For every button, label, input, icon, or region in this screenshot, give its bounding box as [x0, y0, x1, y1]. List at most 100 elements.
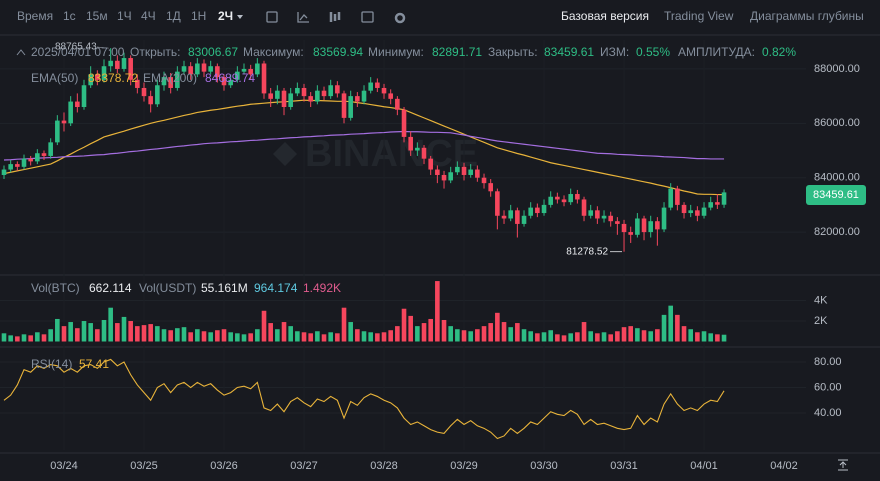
active-interval[interactable]: 2Ч: [218, 9, 233, 23]
interval[interactable]: 1с: [63, 9, 76, 23]
watermark: BINANCE: [305, 133, 478, 175]
volume-bar: [368, 332, 373, 342]
candle-body: [68, 101, 73, 124]
interval[interactable]: 1Д: [166, 9, 181, 23]
candle-body: [248, 68, 253, 75]
low-value: 82891.71: [432, 45, 482, 59]
candle-body: [55, 120, 60, 143]
amplitude-value: 0.82%: [762, 45, 796, 59]
volume-bar: [215, 330, 220, 342]
calendar-icon[interactable]: [266, 11, 278, 23]
candle-body: [441, 174, 447, 181]
volume-bar: [575, 332, 580, 342]
volume-bar: [55, 318, 60, 342]
y-tick-label: 40.00: [814, 407, 842, 419]
axis-settings-icon[interactable]: [838, 459, 848, 471]
candle-body: [428, 158, 433, 170]
last-price-tag: [806, 185, 866, 205]
volume-bar: [588, 331, 593, 342]
candle-body: [275, 90, 280, 99]
volume-bar: [1, 333, 7, 342]
change-label: ИЗМ:: [600, 45, 629, 59]
candle-body: [115, 60, 120, 69]
y-tick-label: 84000.00: [814, 172, 860, 184]
volume-bar: [508, 327, 513, 342]
candle-body: [668, 188, 673, 208]
volume-bar: [621, 327, 627, 342]
x-tick-label: 04/02: [770, 460, 798, 472]
candle-body: [88, 74, 93, 86]
candle-body: [195, 63, 200, 75]
low-label: Минимум:: [368, 45, 424, 59]
volume-bar: [148, 324, 153, 342]
ema50-name: EMA(50): [31, 71, 78, 85]
volume-bar: [81, 321, 87, 342]
view-tab[interactable]: Базовая версия: [561, 9, 649, 23]
volume-bar: [401, 308, 407, 342]
candle-body: [48, 142, 53, 156]
indicator-icon[interactable]: [297, 12, 309, 23]
candle-body: [468, 169, 473, 175]
candle-body: [268, 93, 273, 99]
candle-icon[interactable]: [329, 12, 341, 22]
volume-bar: [221, 329, 227, 342]
y-tick-label: 80.00: [814, 356, 842, 368]
candle-body: [148, 96, 153, 105]
volume-legend: 55.161M: [201, 281, 248, 295]
volume-bar: [188, 332, 193, 342]
candle-body: [588, 210, 593, 216]
volume-bar: [675, 314, 680, 342]
volume-bar: [261, 310, 267, 342]
view-tab[interactable]: Trading View: [664, 9, 734, 23]
candle-body: [508, 210, 513, 219]
volume-bar: [601, 332, 607, 342]
y-tick-label: 86000.00: [814, 117, 860, 129]
settings-icon[interactable]: [394, 12, 406, 24]
candle-body: [455, 166, 460, 173]
candle-body: [395, 98, 400, 110]
change-value: 0.55%: [636, 45, 670, 59]
candle-body: [721, 192, 727, 205]
interval[interactable]: 1Н: [191, 9, 206, 23]
volume-bar: [515, 323, 520, 342]
candle-body: [461, 166, 467, 175]
candle-body: [61, 120, 67, 124]
volume-legend: 1.492K: [303, 281, 341, 295]
volume-bar: [455, 329, 460, 342]
candle-body: [408, 136, 413, 151]
collapse-icon[interactable]: [16, 49, 26, 56]
candle-body: [448, 172, 453, 181]
candle-body: [108, 60, 113, 67]
candle-body: [621, 223, 627, 233]
candle-body: [535, 207, 540, 214]
interval[interactable]: 4Ч: [141, 9, 156, 23]
candle-body: [368, 82, 373, 91]
candle-body: [701, 207, 707, 216]
volume-bar: [141, 325, 147, 342]
interval[interactable]: Время: [17, 9, 53, 23]
interval[interactable]: 1Ч: [117, 9, 132, 23]
template-icon[interactable]: [361, 11, 374, 23]
x-tick-label: 03/27: [290, 460, 318, 472]
x-tick-label: 03/24: [50, 460, 78, 472]
volume-bar: [15, 336, 20, 342]
volume-bar: [228, 332, 233, 342]
y-tick-label: 60.00: [814, 381, 842, 393]
interval[interactable]: 15м: [86, 9, 108, 23]
candle-body: [235, 71, 240, 80]
volume-bar: [68, 322, 73, 342]
candle-body: [101, 66, 107, 80]
volume-bar: [41, 334, 47, 342]
volume-bar: [115, 323, 120, 342]
y-tick-label: 88000.00: [814, 63, 860, 75]
dropdown-caret[interactable]: [237, 15, 243, 19]
volume-bar: [208, 332, 213, 342]
candle-body: [608, 215, 613, 222]
volume-bar: [521, 329, 527, 342]
candle-body: [481, 177, 487, 184]
candle-body: [175, 71, 180, 88]
candle-body: [695, 210, 700, 216]
volume-bar: [95, 329, 100, 342]
volume-bar: [241, 334, 247, 342]
view-tab[interactable]: Диаграммы глубины: [750, 9, 864, 23]
